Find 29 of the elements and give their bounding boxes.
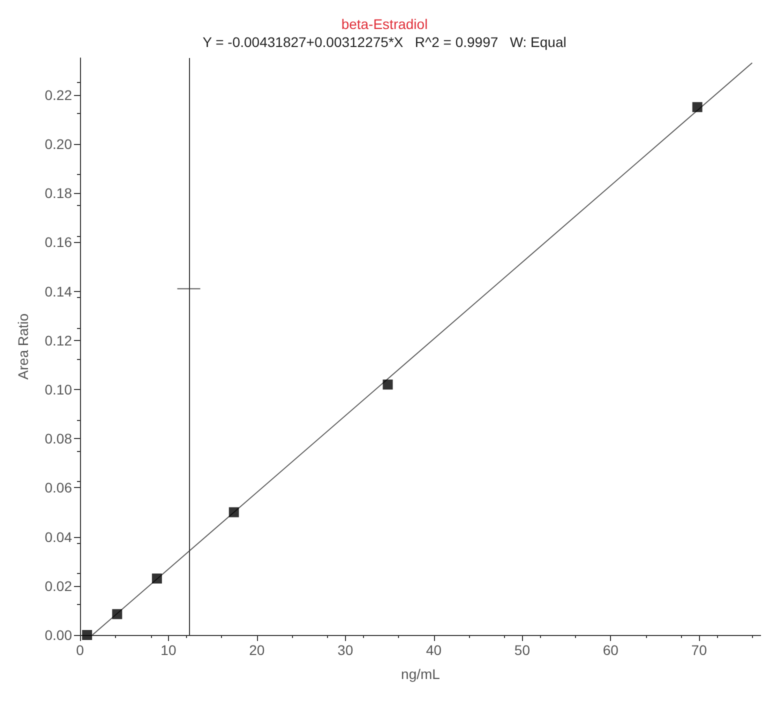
- y-tick-label: 0.18: [44, 185, 72, 202]
- y-tick-label: 0.22: [44, 86, 72, 103]
- y-tick-label: 0.04: [44, 528, 72, 545]
- x-tick-label: 60: [602, 642, 619, 658]
- x-tick-label: 70: [691, 642, 708, 658]
- chart-subtitle: Y = -0.00431827+0.00312275*X R^2 = 0.9997 W: Equal: [202, 34, 566, 50]
- x-tick-label: 40: [426, 642, 442, 658]
- x-tick-label: 20: [249, 642, 265, 658]
- point: [382, 380, 393, 390]
- y-tick-label: 0.20: [44, 136, 72, 152]
- x-axis-title: ng/mL: [401, 666, 440, 682]
- y-tick-label: 0.14: [44, 283, 72, 300]
- y-axis-title: Area Ratio: [15, 313, 31, 380]
- y-tick-label: 0.12: [44, 332, 72, 348]
- y-tick-label: 0.02: [44, 578, 72, 594]
- point: [112, 609, 122, 620]
- y-tick-label: 0.16: [44, 234, 72, 250]
- y-tick-label: 0.06: [44, 480, 72, 496]
- y-tick-label: 0.10: [44, 381, 72, 398]
- chart-title: beta-Estradiol: [341, 16, 428, 32]
- y-tick-label: 0.00: [44, 627, 72, 643]
- x-tick-label: 50: [514, 642, 530, 658]
- x-tick-label: 10: [160, 642, 176, 658]
- x-tick-label: 0: [76, 642, 84, 658]
- y-tick-label: 0.08: [44, 430, 72, 447]
- x-tick-label: 30: [338, 642, 354, 658]
- point: [228, 507, 239, 518]
- point: [692, 102, 702, 112]
- point: [152, 574, 162, 584]
